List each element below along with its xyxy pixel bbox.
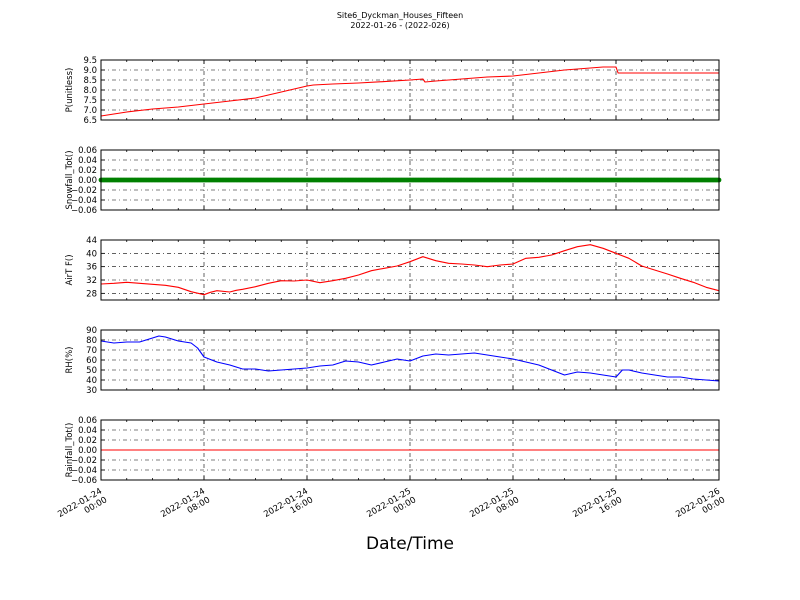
- chart-subtitle: 2022-01-26 - (2022-026): [350, 21, 450, 30]
- y-tick-label: 7.5: [83, 96, 97, 106]
- x-axis-label: Date/Time: [366, 534, 454, 554]
- y-tick-label: 28: [86, 289, 97, 299]
- y-tick-label: 0.02: [78, 436, 97, 446]
- y-tick-label: −0.04: [71, 466, 97, 476]
- y-tick-label: −0.02: [71, 456, 97, 466]
- y-axis-label: P(unitless): [65, 68, 75, 113]
- y-tick-label: 6.5: [83, 116, 97, 126]
- y-axis-label: Rainfall_Tot(): [65, 423, 75, 478]
- y-tick-label: 44: [86, 236, 97, 246]
- y-axis-label: AirT F(): [65, 254, 75, 285]
- y-tick-label: 60: [86, 356, 97, 366]
- y-tick-label: 0.04: [78, 156, 97, 166]
- y-tick-label: 9.0: [83, 66, 97, 76]
- y-tick-label: −0.04: [71, 196, 97, 206]
- series-line: [100, 66, 719, 117]
- y-tick-label: 40: [86, 376, 97, 386]
- plot-frame: [100, 239, 720, 301]
- plot-frame: [100, 59, 720, 121]
- y-tick-label: 0.02: [78, 166, 97, 176]
- plot-frame: [100, 329, 720, 391]
- y-tick-label: 8.5: [83, 76, 97, 86]
- series-line: [100, 335, 720, 382]
- y-tick-label: 0.06: [78, 146, 97, 156]
- chart-title: Site6_Dyckman_Houses_Fifteen: [336, 11, 464, 20]
- y-tick-label: 80: [86, 336, 97, 346]
- y-tick-label: 7.0: [83, 106, 97, 116]
- y-tick-label: −0.02: [71, 186, 97, 196]
- series-line: [100, 244, 720, 296]
- y-tick-label: 30: [86, 386, 97, 396]
- y-tick-label: 90: [86, 326, 97, 336]
- y-tick-label: 36: [86, 263, 97, 273]
- y-axis-label: RH(%): [65, 346, 75, 373]
- y-tick-label: 0.04: [78, 426, 97, 436]
- y-tick-label: 0.00: [78, 446, 97, 456]
- y-axis-label: Snowfall_Tot(): [65, 150, 75, 209]
- y-tick-label: 8.0: [83, 86, 97, 96]
- y-tick-label: 40: [86, 249, 97, 259]
- y-tick-label: −0.06: [71, 206, 97, 216]
- plot-frame: [100, 149, 720, 211]
- plot-frame: [100, 419, 720, 481]
- y-tick-label: 32: [86, 276, 97, 286]
- y-tick-label: 0.00: [78, 176, 97, 186]
- y-tick-label: −0.06: [71, 476, 97, 486]
- y-tick-label: 9.5: [83, 56, 97, 66]
- y-tick-label: 0.06: [78, 416, 97, 426]
- y-tick-label: 50: [86, 366, 97, 376]
- y-tick-label: 70: [86, 346, 97, 356]
